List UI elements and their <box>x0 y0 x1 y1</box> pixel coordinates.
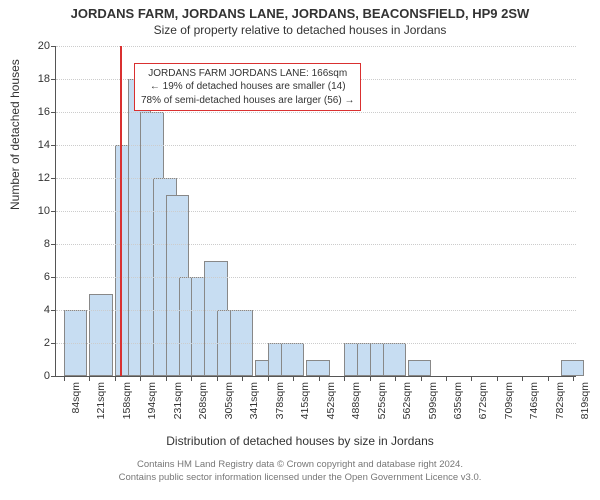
x-tick-mark <box>497 376 498 381</box>
x-tick-label: 121sqm <box>93 376 107 419</box>
y-tick-mark <box>51 46 56 47</box>
chart-title-sub: Size of property relative to detached ho… <box>0 21 600 37</box>
x-tick-mark <box>421 376 422 381</box>
histogram-bar <box>281 343 304 376</box>
x-tick-label: 378sqm <box>272 376 286 419</box>
x-tick-mark <box>471 376 472 381</box>
x-tick-mark <box>166 376 167 381</box>
y-tick-mark <box>51 244 56 245</box>
gridline <box>56 310 576 311</box>
y-tick-mark <box>51 178 56 179</box>
x-tick-label: 562sqm <box>399 376 413 419</box>
annotation-line-1: JORDANS FARM JORDANS LANE: 166sqm <box>141 67 354 81</box>
x-tick-mark <box>217 376 218 381</box>
x-tick-label: 488sqm <box>348 376 362 419</box>
x-tick-mark <box>293 376 294 381</box>
x-tick-label: 158sqm <box>119 376 133 419</box>
x-tick-label: 341sqm <box>246 376 260 419</box>
x-tick-label: 525sqm <box>374 376 388 419</box>
x-tick-label: 709sqm <box>501 376 515 419</box>
x-tick-mark <box>522 376 523 381</box>
x-tick-mark <box>64 376 65 381</box>
footer-line-1: Contains HM Land Registry data © Crown c… <box>0 459 600 472</box>
x-tick-label: 415sqm <box>297 376 311 419</box>
x-tick-label: 231sqm <box>170 376 184 419</box>
y-tick-mark <box>51 277 56 278</box>
x-tick-mark <box>370 376 371 381</box>
x-tick-mark <box>395 376 396 381</box>
y-tick-mark <box>51 310 56 311</box>
histogram-bar <box>561 360 584 377</box>
y-axis-label: Number of detached houses <box>8 59 22 210</box>
footer-line-2: Contains public sector information licen… <box>0 472 600 485</box>
x-tick-label: 746sqm <box>526 376 540 419</box>
gridline <box>56 46 576 47</box>
gridline <box>56 343 576 344</box>
x-tick-label: 84sqm <box>68 376 82 414</box>
histogram-bar <box>383 343 406 376</box>
histogram-bar <box>408 360 431 377</box>
y-tick-mark <box>51 145 56 146</box>
x-tick-mark <box>89 376 90 381</box>
x-tick-label: 305sqm <box>221 376 235 419</box>
chart-container: JORDANS FARM, JORDANS LANE, JORDANS, BEA… <box>0 0 600 500</box>
annotation-line-3: 78% of semi-detached houses are larger (… <box>141 94 354 108</box>
property-marker-line <box>120 46 122 376</box>
x-tick-label: 819sqm <box>577 376 591 419</box>
y-tick-mark <box>51 343 56 344</box>
gridline <box>56 277 576 278</box>
x-tick-label: 452sqm <box>323 376 337 419</box>
x-tick-label: 194sqm <box>144 376 158 419</box>
x-tick-mark <box>573 376 574 381</box>
x-tick-mark <box>115 376 116 381</box>
x-tick-label: 635sqm <box>450 376 464 419</box>
gridline <box>56 178 576 179</box>
x-tick-label: 599sqm <box>425 376 439 419</box>
x-tick-mark <box>344 376 345 381</box>
x-tick-mark <box>319 376 320 381</box>
histogram-bar <box>89 294 112 377</box>
x-tick-label: 782sqm <box>552 376 566 419</box>
chart-title-main: JORDANS FARM, JORDANS LANE, JORDANS, BEA… <box>0 0 600 21</box>
x-tick-mark <box>242 376 243 381</box>
x-tick-mark <box>268 376 269 381</box>
y-tick-mark <box>51 79 56 80</box>
histogram-bar <box>306 360 329 377</box>
y-tick-mark <box>51 211 56 212</box>
plot-area: 0246810121416182084sqm121sqm158sqm194sqm… <box>55 46 576 377</box>
gridline <box>56 145 576 146</box>
annotation-box: JORDANS FARM JORDANS LANE: 166sqm← 19% o… <box>134 63 361 112</box>
y-tick-mark <box>51 376 56 377</box>
x-tick-mark <box>446 376 447 381</box>
x-tick-label: 268sqm <box>195 376 209 419</box>
gridline <box>56 112 576 113</box>
x-tick-mark <box>191 376 192 381</box>
y-tick-mark <box>51 112 56 113</box>
gridline <box>56 244 576 245</box>
footer-attribution: Contains HM Land Registry data © Crown c… <box>0 459 600 485</box>
x-tick-mark <box>140 376 141 381</box>
x-tick-mark <box>548 376 549 381</box>
x-tick-label: 672sqm <box>475 376 489 419</box>
x-axis-label: Distribution of detached houses by size … <box>0 434 600 448</box>
annotation-line-2: ← 19% of detached houses are smaller (14… <box>141 80 354 94</box>
gridline <box>56 211 576 212</box>
